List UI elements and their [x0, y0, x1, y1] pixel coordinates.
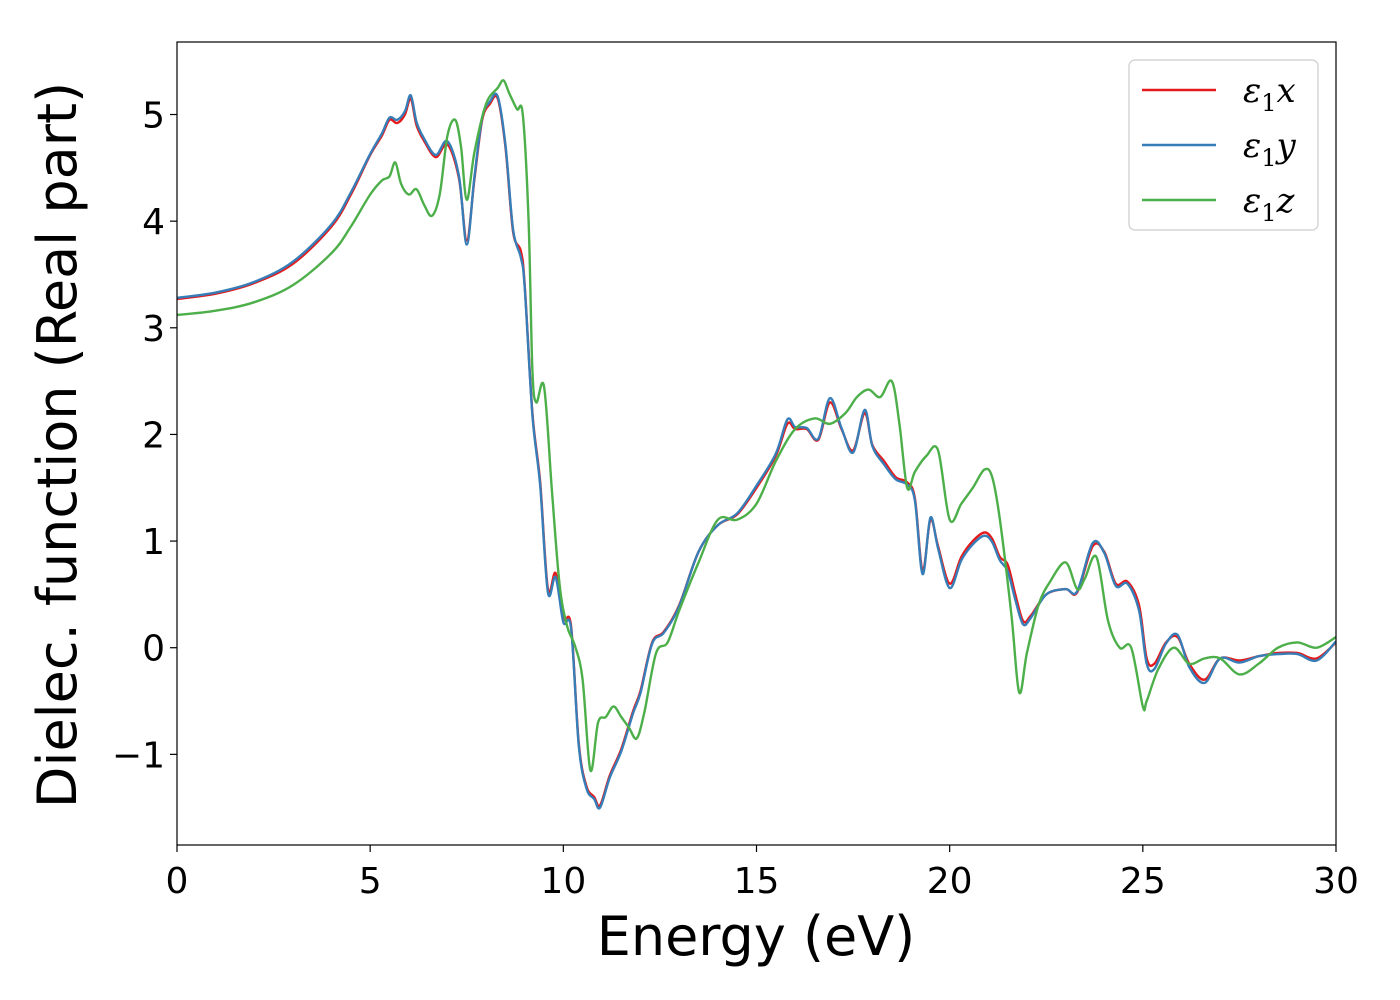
legend-box	[1128, 59, 1319, 231]
x-tick-label: 25	[1120, 861, 1166, 902]
y-tick-label: 2	[142, 415, 165, 456]
y-tick-label: 1	[142, 522, 165, 563]
y-tick-label: 3	[142, 309, 165, 350]
x-tick-label: 0	[166, 861, 189, 902]
series-line-3	[177, 79, 1336, 772]
x-tick-label: 15	[734, 861, 780, 902]
y-tick-label: 5	[142, 96, 165, 137]
y-tick-label: −1	[112, 735, 165, 776]
x-tick-label: 10	[540, 861, 586, 902]
legend: ε1x ε1y ε1z	[1128, 59, 1319, 231]
x-axis: 0 5 10 15 20 25 30	[166, 845, 1359, 902]
x-axis-title: Energy (eV)	[597, 905, 916, 968]
y-tick-label: 0	[142, 629, 165, 670]
x-tick-label: 20	[927, 861, 973, 902]
series-lines	[177, 79, 1336, 810]
y-axis-title: Dielec. function (Real part)	[26, 82, 89, 808]
x-tick-label: 30	[1313, 861, 1359, 902]
legend-label-1: ε1x	[1243, 71, 1296, 117]
y-tick-label: 4	[142, 202, 165, 243]
y-axis: −1 0 1 2 3 4 5	[112, 96, 177, 776]
x-tick-label: 5	[359, 861, 382, 902]
legend-label-2: ε1y	[1243, 126, 1297, 172]
legend-label-3: ε1z	[1243, 181, 1296, 227]
series-line-2	[177, 92, 1336, 810]
